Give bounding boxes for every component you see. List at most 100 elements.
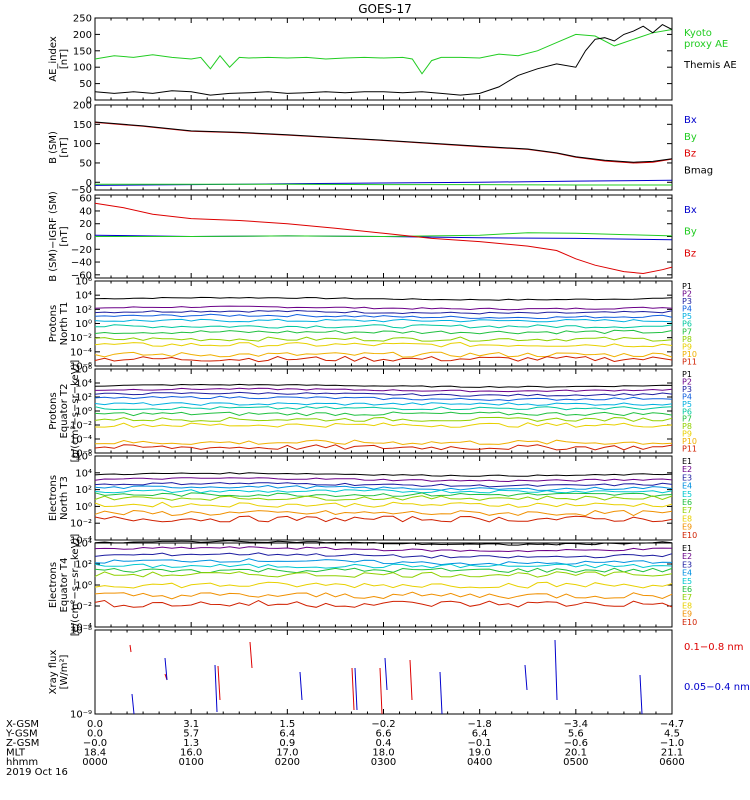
legend-label: Themis AE — [683, 60, 737, 71]
y-tick-label: 10⁻² — [70, 519, 92, 530]
y-tick-label: −60 — [71, 270, 92, 281]
y-axis-label: [nT] — [59, 137, 70, 157]
ephemeris-row-label: Y-GSM — [5, 729, 38, 740]
flux-line-p8 — [94, 336, 673, 342]
channel-label: P9 — [682, 430, 692, 439]
channel-label: E8 — [682, 514, 692, 523]
y-tick-label: 0 — [86, 178, 92, 189]
y-tick-label: 50 — [79, 79, 92, 90]
date-label: 2019 Oct 16 — [6, 767, 68, 778]
series-line-bz — [94, 121, 673, 164]
xray-blue-stroke — [554, 639, 558, 701]
xray-blue-stroke — [164, 657, 168, 681]
xray-blue-stroke — [131, 693, 135, 715]
legend-label: Bmag — [684, 165, 713, 176]
y-axis-label: Equator T4 — [59, 558, 70, 613]
legend-label: 0.05−0.4 nm — [684, 682, 750, 693]
y-tick-label: 20 — [79, 219, 92, 230]
channel-label: P1 — [682, 282, 692, 291]
y-tick-label: 10² — [75, 485, 92, 496]
y-tick-label: 150 — [73, 46, 92, 57]
ephemeris-value: 4.5 — [664, 729, 680, 740]
flux-line-p3 — [94, 309, 673, 315]
ephemeris-value: 6.4 — [279, 729, 295, 740]
y-axis-label: Equator T2 — [59, 384, 70, 439]
channel-label: P5 — [682, 312, 692, 321]
channel-label: P10 — [682, 350, 697, 359]
flux-line-e10 — [94, 515, 673, 523]
flux-line-e5 — [94, 489, 673, 494]
y-tick-label: 10⁻⁴ — [70, 347, 92, 358]
flux-line-e9 — [94, 509, 673, 517]
panel-2: B (SM) [nT] 0 50 100 150 200 −50 Bx By Bz Bmag — [48, 101, 713, 197]
ephemeris-value: −4.7 — [660, 719, 684, 730]
flux-line-p6 — [95, 324, 673, 329]
y-tick-label: 10⁻² — [70, 602, 92, 613]
y-axis-label: Protons — [48, 392, 59, 429]
channel-label: P8 — [682, 335, 692, 344]
y-tick-label: 200 — [73, 101, 92, 112]
flux-line-p4 — [94, 395, 673, 402]
ephemeris-table: X-GSMY-GSMZ-GSMMLThhmm0.00.0−0.018.40000… — [5, 719, 685, 768]
ephemeris-value: 0.9 — [279, 738, 295, 749]
channel-label: E3 — [682, 560, 692, 569]
xray-blue-stroke — [524, 664, 528, 691]
y-axis-label: [nT] — [59, 49, 70, 69]
flux-line-p4 — [94, 313, 673, 320]
y-axis-label: Electrons — [48, 562, 59, 608]
y-tick-label: −50 — [71, 185, 92, 196]
channel-label: E5 — [682, 490, 692, 499]
panel-frame — [94, 629, 673, 715]
channel-label: P6 — [682, 407, 692, 416]
ephemeris-value: 0.0 — [87, 719, 103, 730]
y-tick-label: 40 — [79, 206, 92, 217]
flux-line-e8 — [94, 501, 673, 508]
legend-label: By — [684, 227, 697, 238]
flux-line-e1 — [94, 540, 673, 546]
y-tick-label: 0 — [86, 96, 92, 107]
flux-line-p3 — [94, 391, 673, 397]
channel-label: E1 — [682, 544, 692, 553]
channel-label: E7 — [682, 506, 692, 515]
y-tick-label: 10⁴ — [75, 379, 92, 390]
xray-red-stroke — [351, 667, 355, 711]
channel-label: E9 — [682, 610, 692, 619]
y-tick-label: 100 — [73, 63, 92, 74]
y-tick-label: 10⁶ — [75, 365, 92, 376]
y-tick-label: 250 — [73, 14, 92, 25]
ephemeris-value: −1.8 — [468, 719, 492, 730]
y-tick-label: 10⁻⁹ — [70, 710, 92, 721]
channel-label: P4 — [682, 392, 692, 401]
panel-frame — [94, 104, 673, 191]
ephemeris-row-label: X-GSM — [6, 719, 39, 730]
channel-label: E7 — [682, 593, 692, 602]
xray-red-stroke — [379, 667, 383, 715]
y-tick-label: 10⁰ — [75, 319, 92, 330]
channel-label: E6 — [682, 498, 692, 507]
panel-7: Electrons Equator T4 [e/(cm²−s−sr−keV)]10⁴… — [48, 534, 697, 637]
channel-label: E10 — [682, 618, 697, 627]
xray-blue-stroke — [299, 671, 303, 701]
channel-label: E8 — [682, 601, 692, 610]
y-tick-label: 10⁰ — [75, 502, 92, 513]
flux-line-e9 — [94, 591, 673, 600]
y-tick-label: 10⁻⁴ — [70, 536, 92, 547]
ephemeris-value: −0.1 — [468, 738, 492, 749]
series-line-bx — [94, 234, 673, 241]
legend-label: Bx — [684, 205, 697, 216]
series-line-bmag — [94, 121, 673, 163]
y-axis-label: North T1 — [59, 302, 70, 346]
channel-label: E1 — [682, 457, 692, 466]
series-line-by — [95, 232, 673, 238]
xray-red-stroke — [249, 641, 253, 669]
flux-line-e4 — [94, 558, 673, 566]
channel-label: E2 — [682, 552, 692, 561]
y-tick-label: 10⁴ — [75, 468, 92, 479]
channel-label: P3 — [682, 297, 692, 306]
flux-line-p8 — [94, 416, 673, 422]
y-tick-label: 10⁻² — [70, 333, 92, 344]
channel-label: P7 — [682, 415, 692, 424]
